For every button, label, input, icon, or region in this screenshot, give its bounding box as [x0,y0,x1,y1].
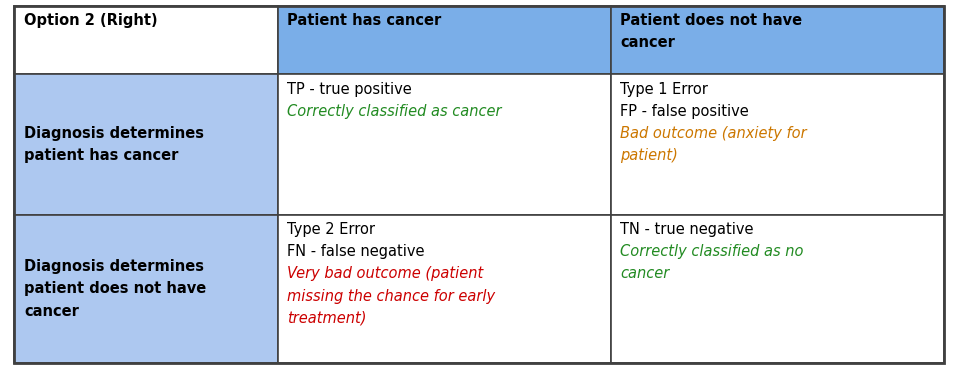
Text: missing the chance for early: missing the chance for early [287,289,495,304]
Bar [610,6,944,74]
Text: Patient does not have: Patient does not have [620,13,803,28]
Text: cancer: cancer [620,35,675,50]
Bar [14,6,278,74]
Text: Option 2 (Right): Option 2 (Right) [24,13,157,28]
Bar [278,6,610,74]
Text: Type 2 Error: Type 2 Error [287,222,376,237]
Text: patient does not have: patient does not have [24,282,206,296]
Text: treatment): treatment) [287,311,367,326]
Text: FP - false positive: FP - false positive [620,104,749,119]
Bar [278,215,610,363]
Text: Bad outcome (anxiety for: Bad outcome (anxiety for [620,126,807,141]
Bar [14,74,278,215]
Text: Diagnosis determines: Diagnosis determines [24,259,204,274]
Text: patient): patient) [620,148,678,163]
Text: patient has cancer: patient has cancer [24,148,178,163]
Bar [14,215,278,363]
Bar [610,215,944,363]
Text: cancer: cancer [24,304,79,318]
Text: FN - false negative: FN - false negative [287,244,424,259]
Text: TN - true negative: TN - true negative [620,222,754,237]
Text: Very bad outcome (patient: Very bad outcome (patient [287,266,484,282]
Text: TP - true positive: TP - true positive [287,82,412,97]
Text: Correctly classified as cancer: Correctly classified as cancer [287,104,502,119]
Bar [610,74,944,215]
Text: Patient has cancer: Patient has cancer [287,13,442,28]
Bar [278,74,610,215]
Text: cancer: cancer [620,266,670,282]
Text: Diagnosis determines: Diagnosis determines [24,126,204,141]
Text: Type 1 Error: Type 1 Error [620,82,708,97]
Text: Correctly classified as no: Correctly classified as no [620,244,804,259]
